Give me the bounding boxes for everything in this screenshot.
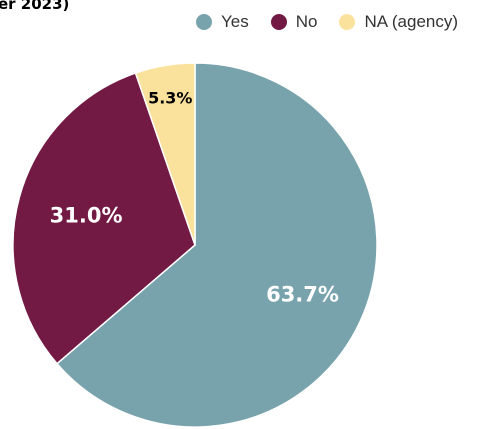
pie-label-yes: 63.7% [266, 282, 339, 306]
pie-slice-no [12, 72, 196, 365]
pie-slice-yes [55, 62, 378, 428]
pie-labels: 63.7% 31.0% 5.3% [50, 88, 339, 306]
legend-marker-no [270, 14, 287, 30]
chart-legend: Yes No NA (agency) [196, 12, 458, 32]
pie-slices [12, 62, 378, 428]
legend-item-yes: Yes [196, 12, 249, 32]
legend-marker-yes [196, 14, 212, 30]
pie-label-no: 31.0% [50, 204, 123, 228]
legend-label-yes: Yes [221, 12, 249, 31]
legend-label-no: No [295, 12, 318, 31]
chart-title: er 2023) [0, 0, 70, 13]
pie-slice-na-agency [134, 62, 196, 246]
legend-label-na-agency: NA (agency) [364, 12, 459, 31]
legend-marker-na-agency [339, 14, 356, 30]
pie-label-na-agency: 5.3% [148, 88, 192, 107]
legend-item-na-agency: NA (agency) [339, 12, 458, 32]
legend-item-no: No [270, 12, 318, 32]
